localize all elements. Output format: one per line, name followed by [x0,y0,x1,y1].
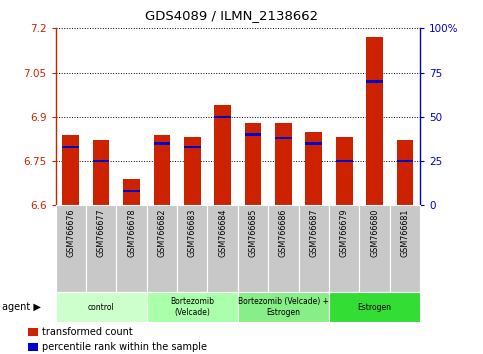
Bar [298,205,329,292]
Bar [275,123,292,205]
Bar [184,137,200,205]
Bar [329,205,359,292]
Bar [123,190,140,192]
Text: Estrogen: Estrogen [357,303,392,312]
Text: GSM766682: GSM766682 [157,209,167,257]
Bar [390,205,420,292]
Text: Bortezomib
(Velcade): Bortezomib (Velcade) [170,297,214,317]
Bar [329,292,420,322]
Bar [359,205,390,292]
Text: transformed count: transformed count [43,327,133,337]
Bar [245,133,261,136]
Bar [177,205,208,292]
Text: GSM766684: GSM766684 [218,209,227,257]
Bar [268,205,298,292]
Bar [147,205,177,292]
Bar [336,160,353,162]
Bar [245,123,261,205]
Bar [123,179,140,205]
Text: GSM766685: GSM766685 [249,209,257,257]
Bar [214,116,231,118]
Bar [397,141,413,205]
Bar [275,137,292,139]
Text: GSM766680: GSM766680 [370,209,379,257]
Bar [28,329,38,336]
Text: GDS4089 / ILMN_2138662: GDS4089 / ILMN_2138662 [145,9,318,22]
Bar [56,205,86,292]
Bar [93,160,110,162]
Bar [184,146,200,148]
Bar [56,292,147,322]
Text: Bortezomib (Velcade) +
Estrogen: Bortezomib (Velcade) + Estrogen [238,297,329,317]
Bar [238,205,268,292]
Text: GSM766686: GSM766686 [279,209,288,257]
Bar [214,105,231,205]
Bar [28,343,38,351]
Bar [238,292,329,322]
Bar [154,135,170,205]
Text: GSM766678: GSM766678 [127,209,136,257]
Bar [305,142,322,144]
Bar [397,160,413,162]
Text: GSM766687: GSM766687 [309,209,318,257]
Bar [208,205,238,292]
Text: GSM766677: GSM766677 [97,209,106,257]
Bar [305,132,322,205]
Text: GSM766681: GSM766681 [400,209,410,257]
Text: control: control [88,303,114,312]
Text: GSM766683: GSM766683 [188,209,197,257]
Bar [86,205,116,292]
Text: GSM766679: GSM766679 [340,209,349,257]
Bar [336,137,353,205]
Bar [93,141,110,205]
Bar [116,205,147,292]
Bar [366,37,383,205]
Bar [62,135,79,205]
Text: agent ▶: agent ▶ [2,302,41,312]
Bar [147,292,238,322]
Bar [366,80,383,82]
Text: percentile rank within the sample: percentile rank within the sample [43,342,207,352]
Bar [154,142,170,144]
Bar [62,146,79,148]
Text: GSM766676: GSM766676 [66,209,75,257]
